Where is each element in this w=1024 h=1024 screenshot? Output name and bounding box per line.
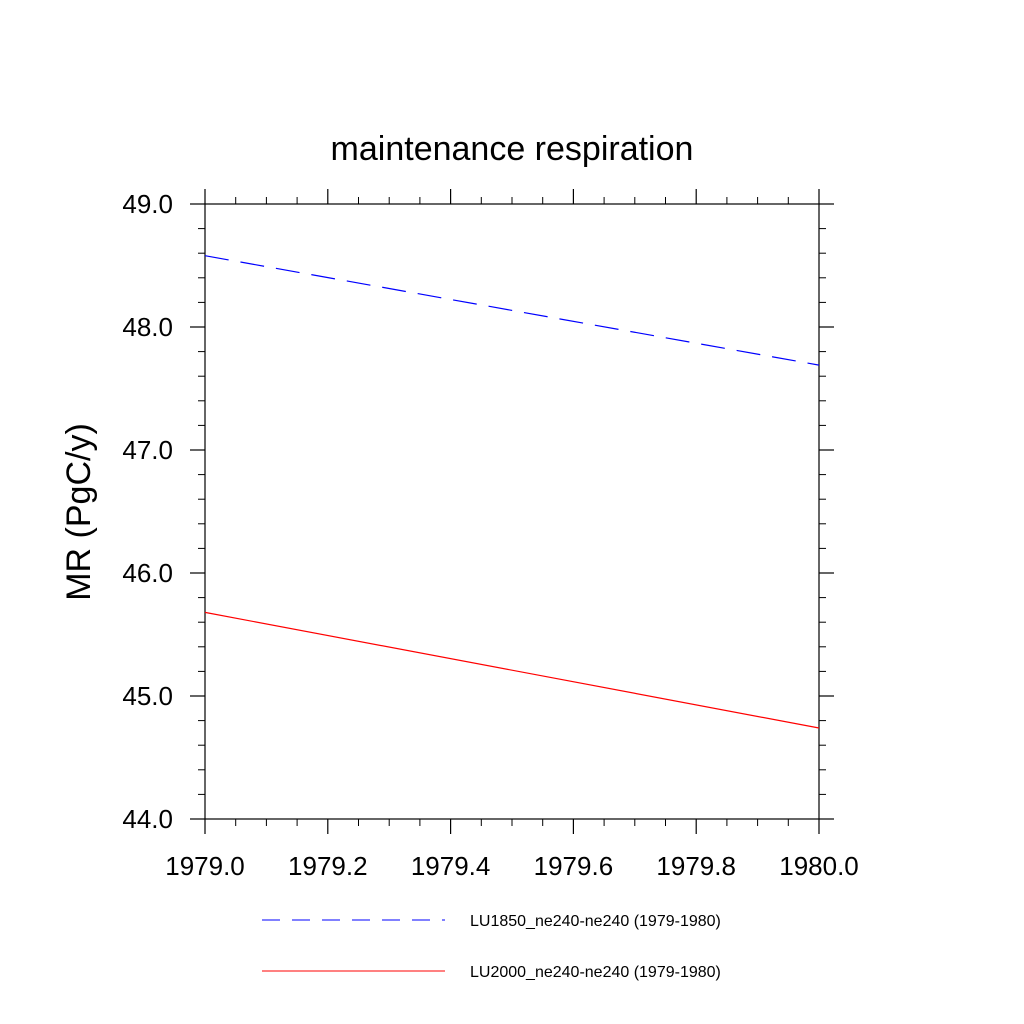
y-tick-label: 47.0 [122,435,173,465]
y-tick-label: 46.0 [122,558,173,588]
x-tick-label: 1979.6 [534,851,614,881]
series-line-1 [204,255,820,366]
legend-label-2: LU2000_ne240-ne240 (1979-1980) [470,964,721,981]
plot-frame [204,203,820,820]
y-tick-label: 44.0 [122,804,173,834]
x-tick-label: 1979.0 [165,851,245,881]
axis-ticks: 1979.0 1979.2 1979.4 1979.6 1979.8 1980.0 44.0… [122,189,859,881]
chart-title: maintenance respiration [331,130,694,168]
legend: LU1850_ne240-ne240 (1979-1980) LU2000_ne2… [262,913,721,981]
x-tick-label: 1979.8 [656,851,736,881]
y-tick-label: 45.0 [122,681,173,711]
x-tick-label: 1980.0 [779,851,859,881]
x-tick-label: 1979.2 [288,851,368,881]
y-tick-label: 49.0 [122,189,173,219]
y-axis-label: MR (PgC/y) [60,423,98,601]
x-tick-label: 1979.4 [411,851,491,881]
series-layer [204,255,820,729]
y-tick-label: 48.0 [122,312,173,342]
legend-label-1: LU1850_ne240-ne240 (1979-1980) [470,913,721,930]
series-line-2 [204,611,820,729]
